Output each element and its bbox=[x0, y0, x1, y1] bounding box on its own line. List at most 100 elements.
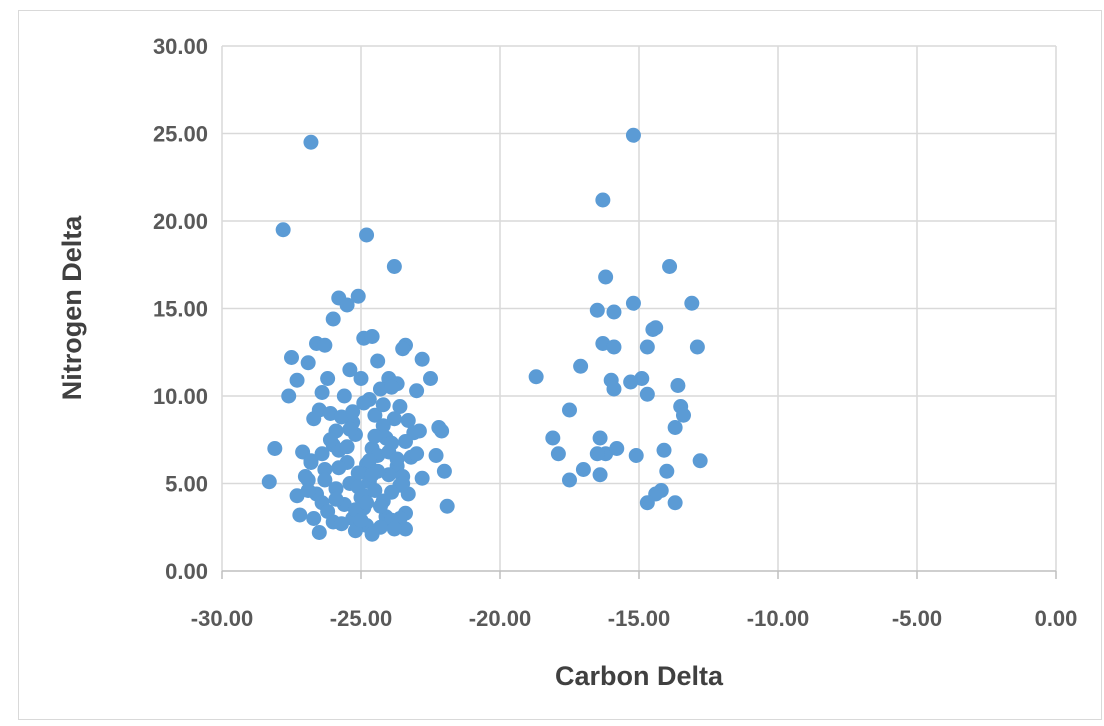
data-point bbox=[595, 192, 611, 208]
data-point bbox=[598, 269, 614, 285]
data-point bbox=[389, 451, 405, 467]
y-tick-label: 5.00 bbox=[165, 472, 208, 497]
data-point bbox=[345, 404, 361, 420]
data-point bbox=[592, 467, 608, 483]
data-point bbox=[662, 259, 678, 274]
data-point bbox=[289, 488, 305, 504]
data-point bbox=[562, 472, 577, 488]
y-tick-label: 20.00 bbox=[153, 209, 208, 234]
data-point bbox=[386, 521, 402, 537]
data-point bbox=[648, 320, 664, 336]
x-tick-label: -5.00 bbox=[892, 606, 942, 631]
data-point bbox=[284, 350, 299, 365]
data-point bbox=[386, 411, 402, 427]
data-point bbox=[261, 474, 277, 490]
data-point bbox=[625, 127, 641, 143]
data-point bbox=[322, 432, 338, 448]
y-tick-label: 0.00 bbox=[165, 559, 208, 584]
y-axis-title: Nitrogen Delta bbox=[57, 215, 87, 401]
data-point bbox=[367, 428, 383, 444]
data-point bbox=[275, 222, 291, 238]
data-point bbox=[370, 353, 386, 369]
data-point bbox=[342, 362, 358, 378]
data-point bbox=[303, 134, 319, 150]
data-point bbox=[267, 441, 283, 456]
data-point bbox=[350, 465, 366, 481]
data-point bbox=[281, 388, 297, 404]
data-point bbox=[573, 358, 589, 374]
data-point bbox=[414, 351, 430, 367]
data-point bbox=[606, 339, 622, 355]
data-point bbox=[550, 446, 566, 462]
data-point bbox=[336, 388, 352, 404]
data-point bbox=[364, 329, 380, 344]
data-point bbox=[436, 463, 452, 479]
data-point bbox=[409, 383, 425, 399]
data-point bbox=[628, 448, 644, 463]
data-point bbox=[623, 374, 639, 390]
x-tick-label: -10.00 bbox=[747, 606, 809, 631]
data-point bbox=[562, 402, 577, 418]
data-point bbox=[300, 355, 316, 371]
data-point bbox=[409, 446, 425, 462]
data-point bbox=[342, 421, 358, 437]
data-point bbox=[609, 441, 625, 456]
data-point bbox=[589, 446, 605, 462]
data-point bbox=[314, 385, 330, 400]
data-point bbox=[356, 395, 372, 411]
data-point bbox=[400, 413, 416, 428]
data-point bbox=[367, 483, 383, 498]
data-point bbox=[292, 507, 308, 523]
data-point bbox=[667, 420, 683, 435]
data-point bbox=[372, 381, 388, 397]
data-point bbox=[353, 371, 369, 386]
data-point bbox=[589, 302, 605, 318]
data-point bbox=[297, 469, 313, 484]
data-point bbox=[689, 339, 705, 355]
data-point bbox=[592, 430, 608, 446]
data-point bbox=[320, 371, 336, 386]
data-point bbox=[372, 498, 388, 514]
data-point bbox=[314, 446, 330, 462]
data-point bbox=[289, 372, 305, 388]
data-point bbox=[331, 460, 347, 476]
data-point bbox=[684, 295, 700, 311]
data-point bbox=[361, 453, 377, 469]
x-tick-label: -25.00 bbox=[330, 606, 392, 631]
data-points bbox=[261, 127, 708, 542]
data-point bbox=[359, 495, 375, 511]
data-point bbox=[395, 476, 411, 491]
data-point bbox=[397, 521, 413, 537]
data-point bbox=[364, 467, 380, 483]
data-point bbox=[392, 399, 408, 414]
data-point bbox=[692, 453, 708, 469]
data-point bbox=[395, 341, 411, 357]
data-point bbox=[625, 295, 641, 311]
data-point bbox=[606, 381, 622, 397]
axes bbox=[221, 570, 1057, 579]
data-point bbox=[384, 379, 400, 395]
data-point bbox=[306, 411, 322, 427]
data-point bbox=[606, 304, 622, 320]
data-point bbox=[434, 423, 450, 439]
data-point bbox=[367, 407, 383, 423]
data-point bbox=[639, 386, 655, 402]
data-point bbox=[364, 526, 380, 542]
data-point bbox=[414, 470, 430, 486]
x-tick-label: 0.00 bbox=[1035, 606, 1078, 631]
data-point bbox=[575, 462, 591, 477]
data-point bbox=[317, 337, 333, 353]
y-tick-labels: 0.00 5.00 10.00 15.00 20.00 25.00 30.00 bbox=[153, 34, 208, 584]
data-point bbox=[375, 397, 391, 413]
data-point bbox=[659, 463, 675, 479]
data-point bbox=[397, 434, 413, 449]
data-point bbox=[384, 435, 400, 451]
data-point bbox=[353, 512, 369, 528]
data-point bbox=[325, 311, 341, 327]
data-point bbox=[306, 511, 322, 526]
data-point bbox=[667, 495, 683, 511]
data-point bbox=[359, 227, 375, 243]
x-tick-label: -30.00 bbox=[191, 606, 253, 631]
data-point bbox=[675, 407, 691, 423]
y-tick-label: 15.00 bbox=[153, 297, 208, 322]
